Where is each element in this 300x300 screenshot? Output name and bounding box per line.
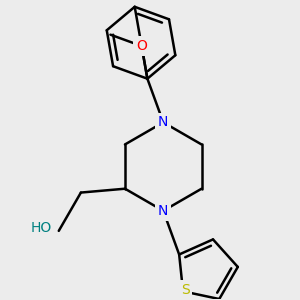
Text: N: N	[158, 116, 169, 129]
Text: N: N	[158, 204, 169, 218]
Text: O: O	[136, 39, 147, 53]
Text: HO: HO	[31, 220, 52, 235]
Text: S: S	[181, 283, 190, 297]
